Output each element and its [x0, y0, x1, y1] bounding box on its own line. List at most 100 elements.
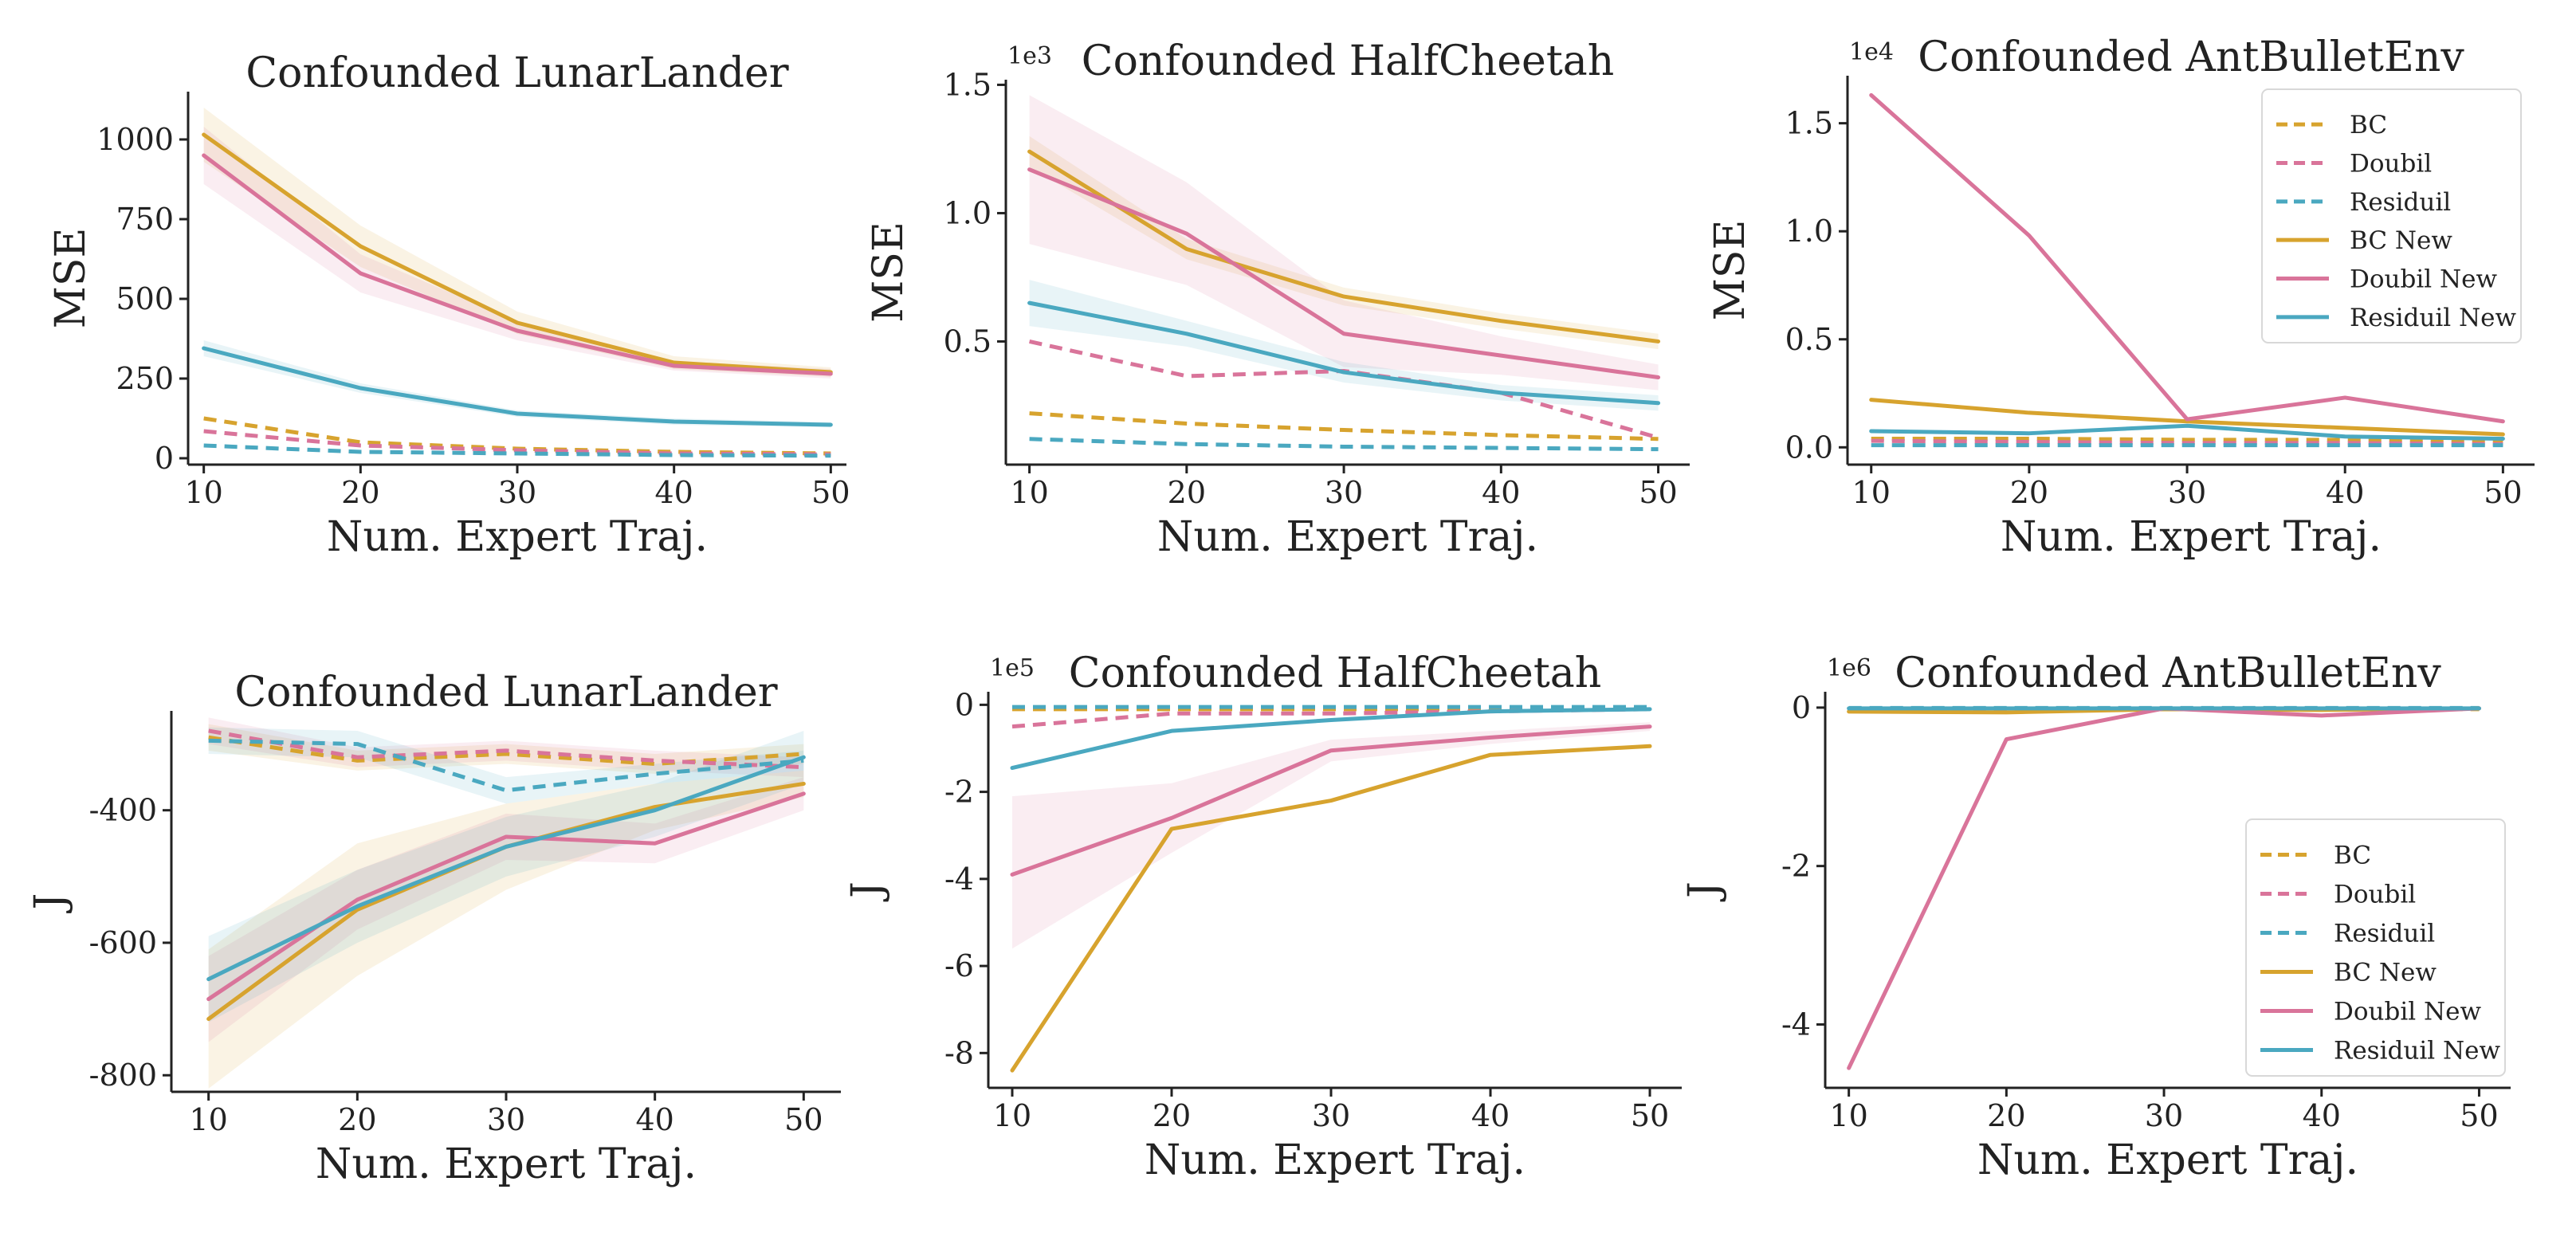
series-line-residuil-new: [1027, 300, 1661, 406]
x-tick-label: 40: [654, 475, 693, 510]
x-axis-label: Num. Expert Traj.: [1977, 1136, 2358, 1184]
x-axis-label: Num. Expert Traj.: [2001, 513, 2382, 561]
y-tick-label: -400: [89, 793, 157, 828]
chart-title: Confounded AntBulletEnv: [1895, 650, 2441, 697]
y-axis-label: J: [1680, 881, 1728, 902]
legend-label: Residuil New: [2350, 304, 2516, 332]
confidence-band-residuil-new: [203, 340, 831, 428]
y-axis-label: J: [26, 893, 74, 914]
y-tick-label: -600: [89, 925, 157, 960]
series-line-bc: [208, 735, 804, 767]
axis-multiplier: 1e5: [990, 654, 1035, 682]
series-line-bc: [1871, 436, 2503, 443]
chart-panel-5: Confounded HalfCheetah 10 20 30 40 50 -8 -6 -4 -2…: [843, 650, 1682, 1184]
chart-title: Confounded HalfCheetah: [1069, 650, 1601, 697]
x-tick-label: 50: [784, 1102, 823, 1137]
x-tick-label: 10: [1829, 1098, 1867, 1133]
chart-panel-6: Confounded AntBulletEnv 10 20 30 40 50 -4 -2 0 1e…: [1680, 650, 2511, 1184]
series-line-residuil-new: [206, 755, 806, 982]
x-axis-label: Num. Expert Traj.: [1157, 513, 1538, 561]
y-axis-label: MSE: [865, 222, 913, 323]
series-line-doubil: [1011, 707, 1651, 729]
y-tick-label: -2: [944, 775, 974, 810]
x-tick-label: 30: [487, 1102, 525, 1137]
confidence-band-residuil: [208, 727, 804, 804]
chart-title: Confounded LunarLander: [234, 669, 777, 716]
x-tick-label: 50: [2460, 1098, 2498, 1133]
legend-label: Doubil: [2334, 881, 2416, 909]
x-tick-label: 20: [338, 1102, 376, 1137]
series-line-bc-new: [1010, 744, 1652, 1073]
y-tick-label: -4: [1781, 1007, 1811, 1042]
series-line-bc-new: [1027, 149, 1661, 343]
legend: BC Doubil Residuil BC New Doubil New Residuil…: [2261, 88, 2522, 343]
y-axis-label: MSE: [47, 228, 95, 329]
x-tick-label: 10: [189, 1102, 227, 1137]
y-tick-label: 500: [116, 281, 174, 316]
y-tick-label: -2: [1781, 849, 1811, 884]
y-axis-label: MSE: [1706, 220, 1754, 321]
y-tick-label: -6: [944, 948, 974, 983]
y-tick-label: 0: [155, 441, 174, 476]
legend-label: Residuil New: [2334, 1037, 2500, 1066]
y-tick-label: 0.5: [1785, 322, 1833, 357]
x-tick-label: 50: [811, 475, 850, 510]
legend-label: BC: [2350, 111, 2387, 139]
chart-panel-4: Confounded LunarLander 10 20 30 40 50 -800 -600…: [26, 669, 841, 1188]
series-line-residuil-new: [1869, 423, 2505, 441]
y-tick-label: 1.5: [944, 67, 992, 102]
x-tick-label: 30: [2145, 1098, 2183, 1133]
confidence-band-bc-new: [1029, 135, 1659, 350]
y-axis-label: J: [843, 881, 891, 902]
x-tick-label: 20: [1987, 1098, 2025, 1133]
legend-label: Doubil New: [2334, 998, 2481, 1026]
x-axis-label: Num. Expert Traj.: [1145, 1136, 1526, 1184]
y-tick-label: 250: [116, 361, 174, 396]
y-tick-label: -800: [89, 1058, 157, 1093]
x-tick-label: 30: [1312, 1098, 1350, 1133]
x-tick-label: 30: [498, 475, 536, 510]
legend: BC Doubil Residuil BC New Doubil New Residuil…: [2245, 818, 2506, 1077]
axis-multiplier: 1e3: [1007, 42, 1052, 70]
series-line-doubil-new: [1010, 724, 1652, 877]
x-tick-label: 40: [1482, 475, 1520, 510]
x-tick-label: 40: [2326, 475, 2364, 510]
y-tick-label: -4: [944, 862, 974, 897]
x-tick-label: 10: [1852, 475, 1891, 510]
y-tick-label: 0.5: [944, 324, 992, 359]
series-line-bc-new: [202, 132, 833, 375]
x-tick-label: 20: [1153, 1098, 1191, 1133]
series-line-doubil-new: [202, 153, 833, 376]
y-tick-label: 0: [1792, 690, 1811, 725]
axis-multiplier: 1e4: [1849, 38, 1894, 66]
x-tick-label: 10: [1010, 475, 1048, 510]
x-tick-label: 10: [993, 1098, 1031, 1133]
series-line-residuil-new: [1010, 707, 1652, 771]
x-tick-label: 50: [2484, 475, 2522, 510]
y-tick-label: 1.5: [1785, 106, 1833, 141]
y-tick-label: 1.0: [944, 195, 992, 230]
chart-title: Confounded AntBulletEnv: [1918, 33, 2464, 81]
y-tick-label: 0: [955, 687, 974, 722]
confidence-band-residuil-new: [208, 730, 804, 1022]
x-axis-label: Num. Expert Traj.: [327, 513, 708, 561]
legend-label: BC New: [2350, 226, 2452, 255]
y-tick-label: 0.0: [1785, 430, 1833, 465]
x-tick-label: 40: [635, 1102, 673, 1137]
series-line-doubil-new: [1027, 167, 1661, 380]
legend-label: Doubil: [2350, 150, 2432, 179]
confidence-band-doubil-new: [1012, 722, 1650, 949]
chart-panel-3: Confounded AntBulletEnv 10 20 30 40 50 0.0 0.5 1…: [1706, 33, 2535, 561]
series-line-doubil: [208, 728, 804, 770]
series-line-residuil: [1029, 437, 1659, 452]
x-tick-label: 50: [1639, 475, 1677, 510]
series-line-residuil: [208, 738, 804, 793]
series-line-doubil-new: [1869, 92, 2505, 424]
x-tick-label: 30: [1325, 475, 1363, 510]
x-tick-label: 20: [341, 475, 379, 510]
x-tick-label: 20: [2010, 475, 2048, 510]
y-tick-label: 1.0: [1785, 214, 1833, 249]
y-tick-label: -8: [944, 1035, 974, 1070]
